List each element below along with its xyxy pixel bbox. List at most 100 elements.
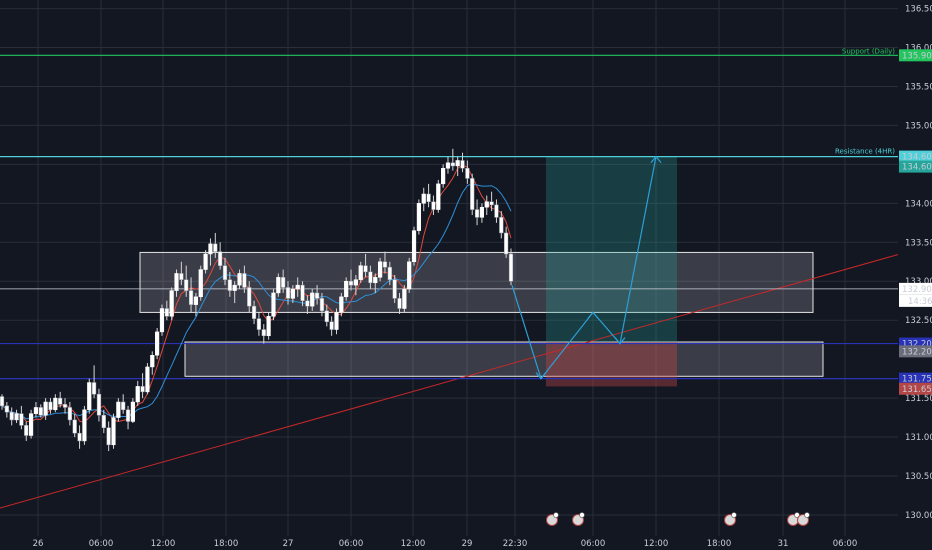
candle-body	[19, 413, 24, 426]
candle-body	[174, 273, 179, 291]
candle-body	[305, 300, 310, 307]
price-tick-label: 133.000	[905, 277, 932, 287]
candle-body	[43, 401, 48, 416]
candle-body	[169, 290, 174, 317]
price-tag-bg-level-131750	[899, 372, 932, 385]
price-tag-bg	[899, 345, 932, 358]
candle-body	[411, 230, 417, 263]
candle-body	[164, 308, 169, 317]
candle-body	[508, 253, 514, 282]
hline-label-resistance: Resistance (4HR)	[835, 148, 895, 156]
candle-body	[348, 280, 354, 286]
time-tick-label: 12:00	[644, 539, 669, 549]
candle-body	[62, 404, 68, 408]
ma-fast	[1, 164, 512, 423]
price-tick-label: 130.500	[905, 472, 932, 482]
candle-body	[450, 162, 455, 167]
candle-body	[426, 193, 431, 203]
candle-body	[222, 265, 228, 280]
candle-body	[106, 427, 111, 446]
candle-body	[441, 168, 446, 185]
price-axis[interactable]: 136.500136.000135.500135.000134.500134.0…	[898, 0, 932, 550]
candle-body	[213, 243, 218, 252]
candle-body	[494, 204, 499, 218]
candle-body	[474, 209, 480, 218]
price-tag-resistance: 134.600	[902, 153, 932, 163]
trendline-line[interactable]	[0, 253, 901, 509]
candle-body	[125, 409, 131, 422]
event-badge-icon	[804, 512, 810, 518]
candle-body	[218, 251, 223, 266]
ma-slow	[1, 183, 512, 420]
candle-body	[4, 405, 9, 413]
zone-upper-range[interactable]	[139, 251, 814, 313]
candle-body	[479, 206, 485, 218]
price-tick-label: 131.000	[905, 433, 932, 443]
candle-body	[101, 414, 106, 428]
long-position-tool[interactable]	[546, 156, 677, 387]
candle-body	[315, 292, 320, 299]
candle-body	[67, 407, 72, 421]
candle-body	[33, 407, 39, 414]
price-tag-level-131750: 131.750	[902, 375, 932, 385]
range-zones[interactable]	[139, 251, 824, 377]
price-tag-bg	[899, 160, 932, 173]
time-tick-label: 18:00	[214, 539, 239, 549]
grid	[0, 0, 898, 536]
candle-body	[121, 401, 126, 411]
candle-body	[266, 316, 271, 337]
horizontal-lines[interactable]: Support (Daily) Resistance (4HR)	[0, 47, 898, 380]
candle-body	[276, 277, 281, 294]
price-tick-label: 133.500	[905, 238, 932, 248]
candle-body	[455, 160, 460, 167]
price-tag-bg	[899, 382, 932, 395]
candle-body	[436, 183, 441, 210]
target-zone[interactable]	[546, 156, 677, 343]
candle-body	[193, 296, 198, 305]
candle-body	[53, 397, 58, 411]
candle-body	[251, 305, 257, 319]
candle-body	[368, 271, 373, 284]
candle-body	[319, 298, 325, 312]
time-axis[interactable]: 26 06:00 12:00 18:00 27 06:00 12:00 29 22:30 06:0…	[0, 536, 932, 550]
candle-body	[130, 401, 135, 422]
candle-body	[150, 355, 155, 368]
event-badge-icon	[553, 512, 559, 518]
candles	[0, 148, 514, 452]
candle-body	[504, 232, 509, 255]
candle-body	[198, 269, 203, 298]
candle-body	[421, 193, 426, 204]
time-tick-label: 22:30	[503, 539, 528, 549]
candle-body	[24, 425, 29, 436]
candle-body	[111, 417, 116, 446]
price-tag-support: 135.900	[902, 51, 932, 61]
candle-body	[392, 279, 397, 299]
candle-body	[445, 162, 451, 169]
candle-body	[77, 432, 82, 442]
projection-path[interactable]	[511, 155, 662, 380]
hline-label-support: Support (Daily)	[842, 47, 895, 55]
candle-body	[48, 401, 53, 411]
event-icons[interactable]	[546, 512, 810, 526]
candle-body	[484, 201, 489, 208]
candle-body	[271, 292, 276, 317]
price-tick-label: 132.500	[905, 316, 932, 326]
price-tick-label: 135.000	[905, 121, 932, 131]
candle-body	[489, 201, 494, 206]
zone-lower-range[interactable]	[184, 341, 824, 377]
candle-body	[0, 396, 5, 407]
candle-body	[247, 287, 252, 307]
axis-background	[898, 0, 932, 550]
candle-body	[208, 243, 213, 255]
candle-body	[334, 312, 339, 330]
trendline[interactable]	[0, 253, 901, 509]
time-tick-label: 06:00	[581, 539, 606, 549]
candle-body	[499, 217, 504, 234]
time-tick-label: 12:00	[401, 539, 426, 549]
price-tag: 131.650	[902, 385, 932, 395]
price-tick-label: 136.500	[905, 5, 932, 15]
price-tag: 134.600	[902, 163, 932, 173]
candle-body	[184, 279, 189, 291]
